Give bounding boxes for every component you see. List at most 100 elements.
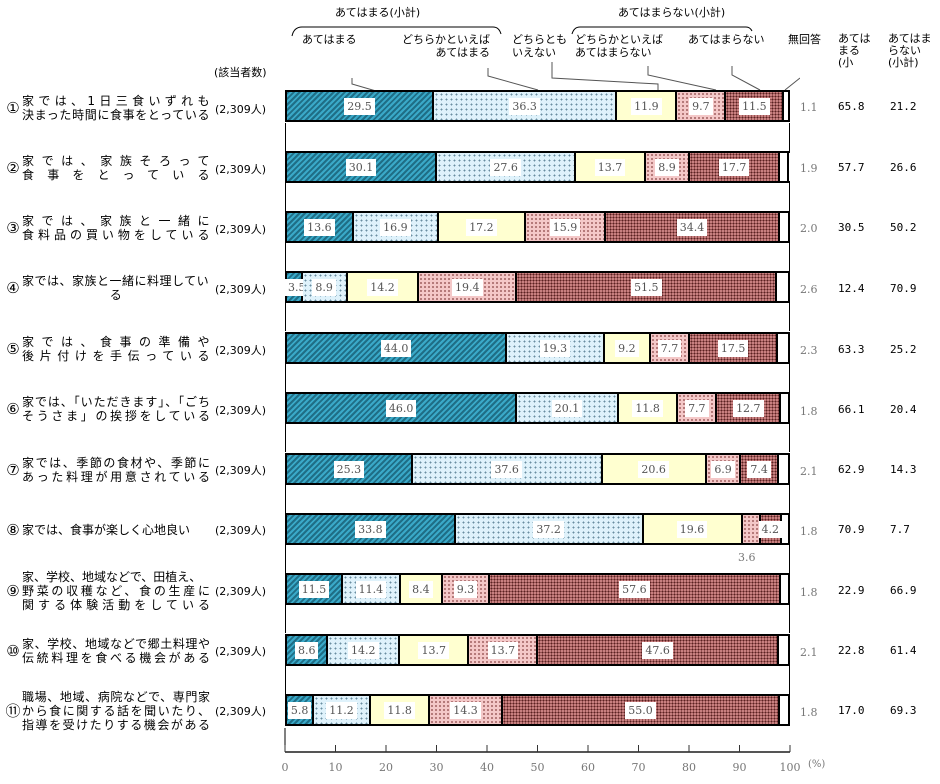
bar-row-2: 30.1 27.6 13.7 8.9 17.7 [285,151,790,183]
summary-header-not-applies-line2: らない [888,44,921,57]
no-answer-value: 2.1 [800,646,818,659]
subtotal-applies: 66.1 [838,403,865,416]
segment-neither: 20.6 [602,455,707,483]
row-number: ② [6,159,20,177]
row-count: (2,309人) [215,223,267,236]
row-label-line: 関する体験活動をしている [22,598,210,612]
segment-no-answer [781,394,790,422]
row-label-line: る [109,288,123,302]
connector-gap [285,303,790,331]
segment-somewhat-not-applies: 7.7 [678,394,718,422]
bar-row-1: 29.5 36.3 11.9 9.7 11.5 [285,90,790,122]
no-answer-value: 2.0 [800,222,818,235]
segment-not-applies: 7.4 [741,455,779,483]
legend-brackets [291,26,800,92]
legend-label-somewhat-applies-line2: あてはまる [435,46,490,59]
segment-value: 11.5 [739,97,770,115]
row-number: ④ [6,279,20,297]
summary-header-applies-line1: あては [838,32,871,45]
segment-value: 44.0 [380,339,412,357]
row-label-line: から食に関する話を聞いたり、 [22,704,210,718]
segment-somewhat-not-applies: 14.3 [430,696,503,724]
bar-row-6: 46.0 20.1 11.8 7.7 12.7 [285,392,790,424]
segment-value: 6.9 [711,460,735,478]
segment-applies: 29.5 [285,92,434,120]
segment-not-applies: 4.2 [758,515,783,543]
subtotal-applies: 65.8 [838,100,865,113]
segment-value: 36.3 [509,97,540,115]
segment-no-answer [780,575,790,603]
segment-somewhat-applies: 27.6 [437,153,577,181]
segment-value: 13.6 [304,218,335,236]
segment-somewhat-not-applies: 13.7 [469,636,539,664]
segment-applies: 44.0 [285,334,508,362]
segment-value: 12.7 [733,399,764,417]
subtotal-not-applies: 69.3 [890,704,917,717]
row-label-line: 家、学校、地域などで、田植え、 [22,570,202,584]
row-count: (2,309人) [215,464,267,477]
row-label-line: 職場、地域、病院などで、専門家 [22,690,210,704]
segment-value: 8.4 [409,580,433,598]
segment-value: 7.7 [685,399,709,417]
segment-value: 8.6 [294,641,319,659]
segment-neither: 13.7 [400,636,470,664]
no-answer-value: 2.1 [800,465,818,478]
subtotal-applies: 22.9 [838,584,865,597]
connector-gap [285,183,790,211]
subtotal-not-applies: 7.7 [890,523,910,536]
segment-value: 19.4 [452,278,483,296]
no-answer-value: 1.1 [800,101,818,114]
row-count: (2,309人) [215,585,267,598]
x-axis [284,728,791,753]
subtotal-not-applies: 66.9 [890,584,917,597]
row-count: (2,309人) [215,283,267,296]
segment-value: 20.6 [638,460,669,478]
segment-no-answer [781,515,790,543]
segment-value: 7.4 [747,460,771,478]
segment-value: 17.5 [717,339,749,357]
count-header: (該当者数) [214,66,267,79]
row-label-1: ① 家では、1日三食いずれも 決まった時間に食事をとっている [4,92,210,124]
segment-applies: 8.6 [285,636,329,664]
segment-no-answer [777,273,790,301]
x-tick-label: 80 [682,761,696,774]
segment-somewhat-applies: 11.2 [314,696,371,724]
segment-somewhat-not-applies: 7.7 [651,334,690,362]
segment-somewhat-not-applies: 9.3 [443,575,490,603]
x-tick-label: 30 [429,761,444,774]
segment-not-applies: 34.4 [606,213,780,241]
summary-header-applies-line2: まる [838,44,860,57]
segment-value: 3.5 [285,278,309,296]
x-tick-label: 60 [581,761,595,774]
segment-applies: 25.3 [285,455,413,483]
segment-value: 11.5 [298,580,330,598]
row-label-line: 家では、季節の食材や、季節に [22,456,210,470]
x-tick-label: 100 [779,761,801,774]
row-label-line: 後片付けを手伝っている [22,349,210,363]
subtotal-applies: 62.9 [838,463,865,476]
segment-value: 46.0 [385,399,417,417]
legend-label-somewhat-not-applies-line1: どちらかといえば [575,33,663,46]
connector-gap [285,666,790,694]
segment-value: 29.5 [344,97,375,115]
segment-value: 11.4 [355,580,387,598]
connector-gap [285,364,790,392]
segment-value: 11.9 [631,97,662,115]
row-label-line: 決まった時間に食事をとっている [22,108,210,122]
segment-neither: 17.2 [439,213,526,241]
segment-value: 5.8 [287,701,312,719]
row-label-line: 食料品の買い物をしている [22,228,210,242]
row-label-4: ④ 家では、家族と一緒に料理している [4,272,210,304]
row-label-line: 食事をとっている [22,168,210,182]
segment-value: 37.2 [533,520,564,538]
row-number: ⑨ [6,582,20,600]
segment-no-answer [780,696,790,724]
segment-somewhat-not-applies: 6.9 [706,455,742,483]
x-tick-label: 40 [480,761,494,774]
row-label-3: ③ 家では、家族と一緒に 食料品の買い物をしている [4,212,210,244]
segment-somewhat-not-applies: 9.7 [677,92,727,120]
row-label-9: ⑨ 家、学校、地域などで、田植え、 野菜の収穫など、食の生産に 関する体験活動をして… [4,568,210,614]
row-number: ⑥ [6,400,20,418]
header-not-applies-subtotal: あてはまらない(小計) [618,6,726,19]
legend-label-somewhat-not-applies-line2: あてはまらない [575,46,652,59]
